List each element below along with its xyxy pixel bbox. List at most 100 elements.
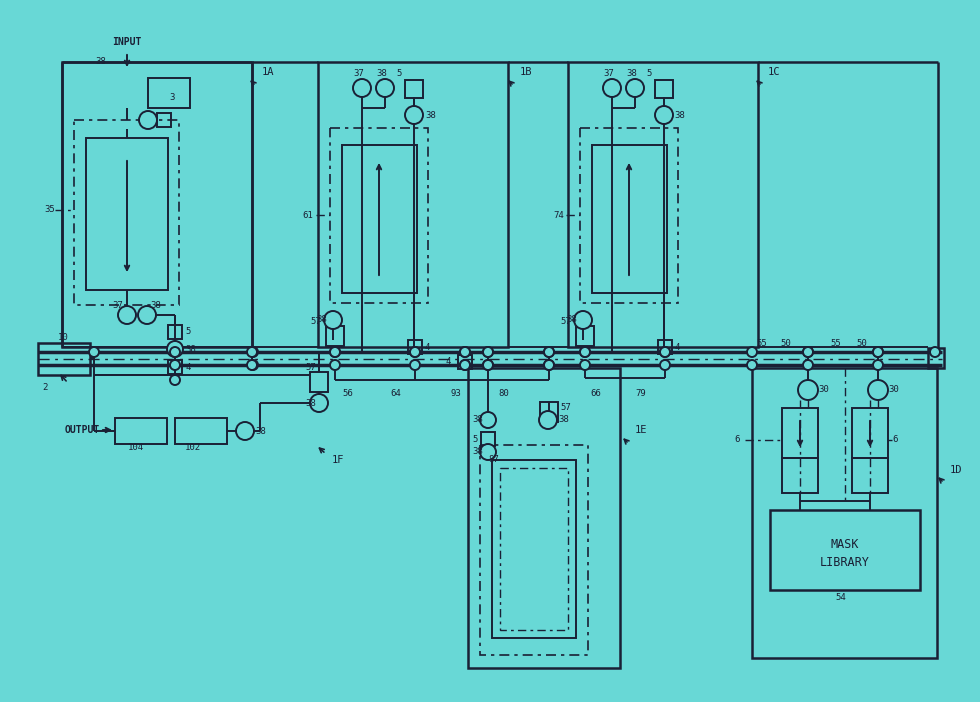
Circle shape [873,347,883,357]
Text: 5: 5 [472,435,477,444]
Circle shape [580,347,590,357]
Circle shape [167,341,183,357]
Circle shape [803,347,813,357]
Bar [74,120,179,305]
Text: 1A: 1A [262,67,274,77]
Circle shape [89,347,99,357]
Text: 1D: 1D [950,465,962,475]
Bar [655,80,673,98]
Text: 38: 38 [376,69,387,79]
Circle shape [236,422,254,440]
Text: 5: 5 [646,69,652,79]
Circle shape [170,347,180,357]
Circle shape [248,347,258,357]
Circle shape [539,411,557,429]
Text: 56: 56 [342,388,353,397]
Circle shape [405,106,423,124]
Bar [852,458,888,493]
Bar [580,128,678,303]
Bar [928,348,944,368]
Text: 66: 66 [590,388,601,397]
Text: LIBRARY: LIBRARY [820,555,870,569]
Circle shape [480,412,496,428]
Circle shape [747,347,757,357]
Circle shape [460,360,470,370]
Circle shape [544,347,554,357]
Text: 38: 38 [674,110,685,119]
Circle shape [460,347,470,357]
Circle shape [138,306,156,324]
Bar [782,408,818,458]
Text: 61: 61 [302,211,313,220]
Circle shape [626,79,644,97]
Bar [38,343,90,375]
Bar [576,326,594,346]
Circle shape [798,380,818,400]
Text: 38: 38 [558,416,568,425]
Text: 4: 4 [185,362,190,371]
Text: 38: 38 [316,315,326,324]
Circle shape [483,347,493,357]
Text: 30: 30 [888,385,899,395]
Text: 6: 6 [892,435,898,444]
Circle shape [655,106,673,124]
Circle shape [330,360,340,370]
Circle shape [873,347,883,357]
Circle shape [660,347,670,357]
Bar [310,372,328,392]
Bar [782,458,818,493]
Circle shape [410,360,420,370]
Circle shape [930,347,940,357]
Text: 1F: 1F [332,455,345,465]
Text: 3: 3 [170,93,174,102]
Bar [168,360,182,374]
Text: 38: 38 [472,416,483,425]
Circle shape [410,347,420,357]
Text: 57: 57 [310,317,320,326]
Text: 6: 6 [734,435,739,444]
Bar [492,460,576,638]
Text: 57: 57 [560,404,570,413]
Bar [318,62,508,347]
Bar [458,355,472,369]
Bar [157,113,171,127]
Text: 38: 38 [305,399,316,407]
Circle shape [480,444,496,460]
Bar [115,418,167,444]
Circle shape [660,347,670,357]
Text: 5: 5 [185,328,190,336]
Text: 38: 38 [95,58,106,67]
Text: 87: 87 [488,456,499,465]
Text: 93: 93 [450,388,461,397]
Bar [540,402,558,422]
Text: 55: 55 [830,338,841,347]
Bar [480,445,588,655]
Text: 38: 38 [566,315,577,324]
Text: 4: 4 [674,343,679,352]
Text: 4: 4 [424,343,429,352]
Text: 64: 64 [390,388,401,397]
Bar [148,78,190,108]
Text: 74: 74 [553,211,563,220]
Text: 38: 38 [472,447,483,456]
Circle shape [544,360,554,370]
Circle shape [353,79,371,97]
Text: 1C: 1C [768,67,780,77]
Circle shape [460,347,470,357]
Circle shape [580,360,590,370]
Bar [658,340,672,354]
Circle shape [330,347,340,357]
Circle shape [330,347,340,357]
Bar [175,418,227,444]
Circle shape [803,347,813,357]
Bar [405,80,423,98]
Text: 50: 50 [856,338,866,347]
Circle shape [118,306,136,324]
Text: 30: 30 [818,385,829,395]
Text: 1E: 1E [635,425,648,435]
Bar [468,368,620,668]
Bar [770,510,920,590]
Text: 38: 38 [150,300,161,310]
Bar [500,468,568,630]
Bar [330,128,428,303]
